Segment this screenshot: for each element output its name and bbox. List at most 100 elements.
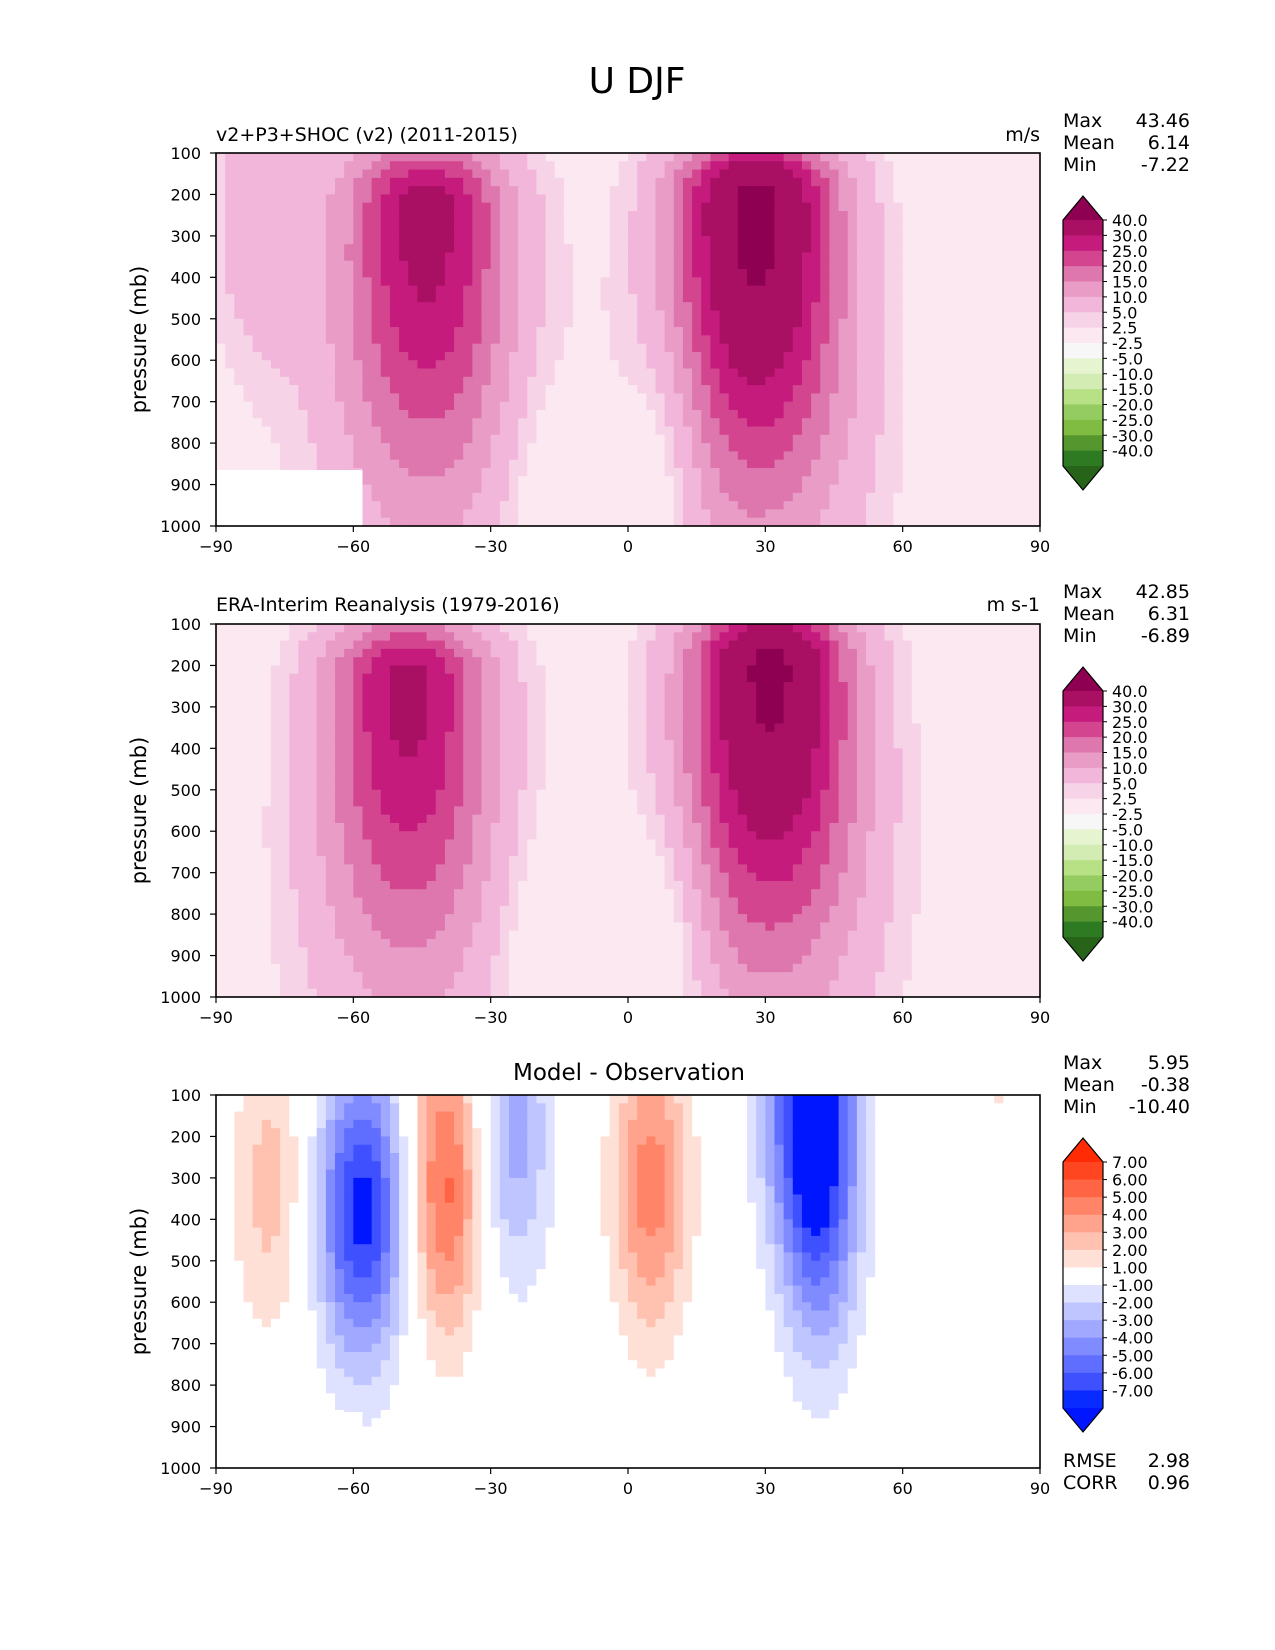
contour-cell — [664, 632, 675, 642]
contour-cell — [948, 360, 959, 370]
contour-cell — [435, 318, 446, 328]
contour-cell — [573, 269, 583, 278]
contour-cell — [847, 385, 858, 394]
contour-cell — [298, 335, 309, 345]
contour-cell — [682, 227, 693, 237]
contour-cell — [811, 434, 821, 444]
contour-cell — [820, 360, 831, 370]
contour-cell — [573, 434, 583, 444]
contour-cell — [307, 698, 318, 708]
contour-cell — [362, 202, 373, 212]
contour-cell — [371, 451, 382, 461]
contour-cell — [911, 648, 922, 658]
contour-cell — [454, 219, 464, 229]
contour-cell — [545, 467, 556, 477]
contour-cell — [856, 657, 867, 667]
contour-cell — [728, 657, 739, 667]
contour-cell — [490, 343, 501, 353]
contour-cell — [527, 219, 538, 229]
contour-cell — [545, 161, 556, 171]
contour-cell — [316, 194, 327, 204]
contour-cell — [573, 277, 583, 287]
contour-cell — [994, 393, 1004, 403]
contour-cell — [380, 302, 391, 312]
contour-cell — [1030, 219, 1041, 229]
contour-cell — [261, 690, 272, 700]
contour-cell — [628, 318, 638, 328]
contour-cell — [490, 186, 501, 196]
contour-cell — [930, 426, 940, 436]
contour-cell — [545, 318, 556, 328]
contour-cell — [719, 648, 730, 658]
contour-cell — [481, 351, 492, 361]
contour-cell — [216, 161, 226, 171]
contour-cell — [1030, 244, 1041, 254]
contour-cell — [554, 327, 565, 336]
contour-cell — [756, 640, 766, 650]
contour-cell — [243, 310, 254, 320]
contour-cell — [811, 648, 821, 658]
contour-cell — [930, 418, 940, 428]
contour-cell — [838, 632, 849, 642]
contour-cell — [829, 451, 840, 461]
contour-cell — [399, 285, 409, 295]
contour-cell — [344, 368, 354, 378]
contour-cell — [335, 327, 345, 336]
contour-cell — [783, 202, 794, 212]
contour-cell — [527, 632, 538, 642]
contour-cell — [637, 318, 647, 328]
contour-cell — [618, 335, 629, 345]
contour-cell — [930, 293, 940, 303]
contour-cell — [426, 269, 437, 278]
contour-cell — [270, 310, 281, 320]
contour-cell — [902, 177, 913, 187]
contour-cell — [582, 310, 592, 320]
contour-cell — [600, 492, 611, 502]
contour-cell — [646, 202, 657, 212]
contour-cell — [719, 501, 730, 511]
contour-cell — [994, 401, 1004, 411]
contour-cell — [371, 484, 382, 494]
contour-cell — [216, 434, 226, 444]
contour-cell — [948, 169, 959, 179]
contour-cell — [1030, 351, 1041, 361]
contour-cell — [307, 260, 318, 270]
contour-cell — [298, 244, 309, 254]
contour-cell — [518, 169, 528, 179]
contour-cell — [463, 260, 473, 270]
contour-cell — [454, 426, 464, 436]
contour-cell — [234, 632, 245, 642]
contour-cell — [252, 385, 263, 394]
contour-cell — [316, 269, 327, 278]
contour-cell — [1030, 260, 1041, 270]
contour-cell — [1012, 227, 1023, 237]
contour-cell — [335, 285, 345, 295]
contour-cell — [234, 393, 245, 403]
contour-cell — [618, 244, 629, 254]
colorbar-tick-label: -30.0 — [1112, 426, 1153, 445]
panel-units: m/s — [1005, 124, 1040, 146]
contour-cell — [1021, 648, 1032, 658]
contour-cell — [518, 640, 528, 650]
contour-cell — [1003, 426, 1014, 436]
contour-cell — [316, 401, 327, 411]
contour-cell — [490, 426, 501, 436]
contour-cell — [325, 302, 336, 312]
contour-cell — [957, 624, 968, 633]
contour-cell — [985, 434, 995, 444]
contour-cell — [920, 459, 931, 469]
contour-cell — [353, 682, 364, 691]
contour-cell — [508, 484, 519, 494]
contour-cell — [975, 443, 986, 452]
contour-cell — [646, 401, 657, 411]
contour-cell — [957, 443, 968, 452]
contour-cell — [417, 227, 428, 237]
colorbar-extend-max — [1063, 196, 1103, 220]
contour-cell — [710, 153, 721, 162]
contour-cell — [408, 202, 419, 212]
contour-cell — [234, 657, 245, 667]
contour-cell — [856, 161, 867, 171]
contour-cell — [609, 351, 620, 361]
contour-cell — [1003, 501, 1014, 511]
contour-cell — [820, 227, 831, 237]
